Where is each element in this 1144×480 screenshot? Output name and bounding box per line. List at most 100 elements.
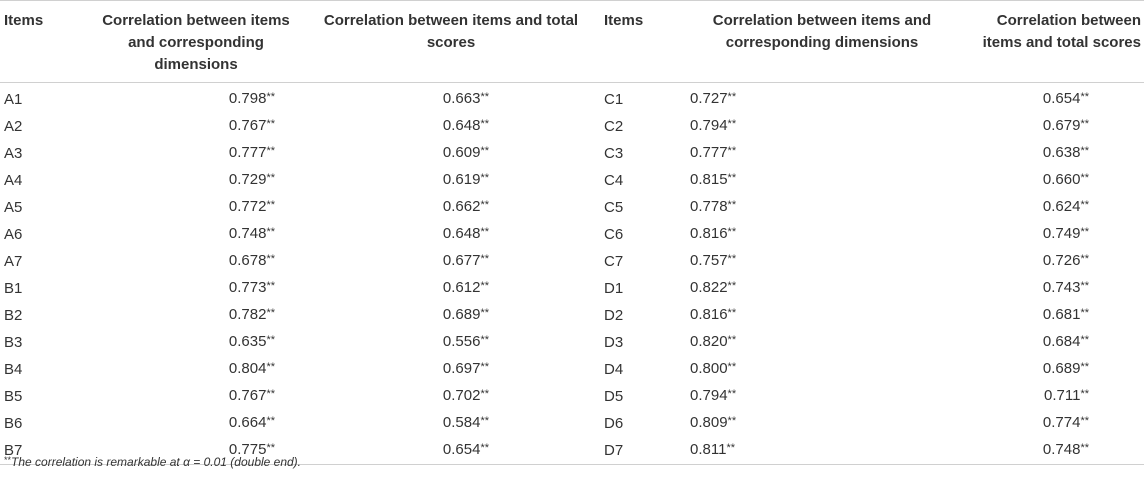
significance-marker: **: [480, 415, 489, 427]
table-row: A6 0.748** 0.648** C6 0.816** 0.749**: [0, 221, 1144, 248]
correlation-value: 0.798: [228, 90, 267, 107]
correlation-cell: 0.809**: [690, 410, 954, 437]
correlation-value: 0.773: [228, 279, 267, 296]
significance-marker: **: [1080, 226, 1089, 238]
significance-marker: **: [1080, 91, 1089, 103]
item-label: D5: [604, 387, 624, 405]
correlation-cell: 0.822**: [690, 275, 954, 302]
table-header-row: Items Correlation between items and corr…: [0, 0, 1144, 83]
item-label: B1: [4, 279, 23, 297]
correlation-cell: 0.748**: [90, 221, 302, 248]
significance-marker: **: [727, 307, 737, 319]
correlation-value: 0.697: [442, 360, 481, 377]
significance-marker: **: [266, 307, 275, 319]
item-label: C6: [604, 225, 624, 243]
correlation-cell: 0.638**: [954, 140, 1144, 167]
correlation-value: 0.726: [1042, 252, 1081, 269]
correlation-value: 0.619: [442, 171, 481, 188]
item-label: C7: [604, 252, 624, 270]
table-row: B7 0.775** 0.654** D7 0.811** 0.748**: [0, 437, 1144, 465]
significance-marker: **: [727, 361, 737, 373]
significance-marker: **: [1080, 307, 1089, 319]
correlation-value: 0.777: [228, 144, 267, 161]
correlation-value: 0.809: [690, 414, 728, 431]
correlation-value: 0.727: [690, 90, 728, 107]
header-items-right: Items: [604, 12, 644, 29]
item-label: D6: [604, 414, 624, 432]
correlation-cell: 0.798**: [90, 83, 302, 114]
correlation-cell: 0.654**: [954, 83, 1144, 114]
correlation-table: Items Correlation between items and corr…: [0, 0, 1144, 465]
correlation-cell: 0.697**: [302, 356, 600, 383]
header-dimension-corr-left: Correlation between items and correspond…: [102, 12, 290, 73]
item-label: C5: [604, 198, 624, 216]
significance-marker: **: [266, 145, 275, 157]
item-label: A7: [4, 252, 23, 270]
significance-marker: **: [1080, 172, 1089, 184]
correlation-cell: 0.743**: [954, 275, 1144, 302]
item-label: A1: [4, 90, 23, 108]
correlation-cell: 0.648**: [302, 221, 600, 248]
item-label: B5: [4, 387, 23, 405]
correlation-value: 0.654: [442, 441, 481, 458]
significance-marker: **: [480, 280, 489, 292]
footnote-marker: **: [4, 455, 12, 465]
item-label: C4: [604, 171, 624, 189]
correlation-cell: 0.660**: [954, 167, 1144, 194]
correlation-value: 0.820: [690, 333, 728, 350]
item-label: B6: [4, 414, 23, 432]
correlation-value: 0.678: [228, 252, 267, 269]
table-row: B4 0.804** 0.697** D4 0.800** 0.689**: [0, 356, 1144, 383]
significance-marker: **: [727, 280, 737, 292]
table-row: A5 0.772** 0.662** C5 0.778** 0.624**: [0, 194, 1144, 221]
significance-marker: **: [480, 307, 489, 319]
header-dimension-corr-right: Correlation between items and correspond…: [712, 12, 932, 51]
correlation-value: 0.556: [442, 333, 481, 350]
correlation-value: 0.711: [1044, 387, 1081, 404]
table-row: B6 0.664** 0.584** D6 0.809** 0.774**: [0, 410, 1144, 437]
significance-marker: **: [1080, 199, 1089, 211]
significance-marker: **: [266, 388, 275, 400]
correlation-value: 0.749: [1042, 225, 1081, 242]
significance-marker: **: [1080, 253, 1089, 265]
correlation-value: 0.648: [442, 117, 481, 134]
correlation-value: 0.609: [442, 144, 481, 161]
significance-marker: **: [266, 91, 275, 103]
correlation-value: 0.777: [690, 144, 728, 161]
significance-marker: **: [266, 280, 275, 292]
correlation-cell: 0.635**: [90, 329, 302, 356]
significance-marker: **: [480, 388, 489, 400]
significance-marker: **: [480, 118, 489, 130]
correlation-cell: 0.689**: [302, 302, 600, 329]
significance-marker: **: [266, 118, 275, 130]
footnote-text: The correlation is remarkable at α = 0.0…: [11, 455, 302, 469]
significance-marker: **: [727, 388, 737, 400]
correlation-cell: 0.811**: [690, 437, 954, 465]
correlation-cell: 0.782**: [90, 302, 302, 329]
correlation-value: 0.729: [228, 171, 267, 188]
correlation-cell: 0.619**: [302, 167, 600, 194]
correlation-cell: 0.556**: [302, 329, 600, 356]
significance-marker: **: [727, 199, 737, 211]
correlation-value: 0.584: [442, 414, 481, 431]
header-total-corr-right: Correlation between items and total scor…: [982, 12, 1141, 51]
item-label: A5: [4, 198, 23, 216]
correlation-value: 0.689: [1042, 360, 1081, 377]
correlation-value: 0.794: [690, 387, 728, 404]
significance-marker: **: [1080, 388, 1089, 400]
significance-marker: **: [266, 199, 275, 211]
correlation-cell: 0.702**: [302, 383, 600, 410]
header-total-corr-left: Correlation between items and total scor…: [323, 12, 579, 51]
table-row: A7 0.678** 0.677** C7 0.757** 0.726**: [0, 248, 1144, 275]
item-label: A2: [4, 117, 23, 135]
table-row: A4 0.729** 0.619** C4 0.815** 0.660**: [0, 167, 1144, 194]
correlation-cell: 0.663**: [302, 83, 600, 114]
correlation-cell: 0.778**: [690, 194, 954, 221]
correlation-cell: 0.816**: [690, 221, 954, 248]
significance-marker: **: [727, 91, 737, 103]
correlation-cell: 0.794**: [690, 383, 954, 410]
correlation-cell: 0.727**: [690, 83, 954, 114]
correlation-value: 0.800: [690, 360, 728, 377]
correlation-value: 0.778: [690, 198, 728, 215]
correlation-cell: 0.800**: [690, 356, 954, 383]
